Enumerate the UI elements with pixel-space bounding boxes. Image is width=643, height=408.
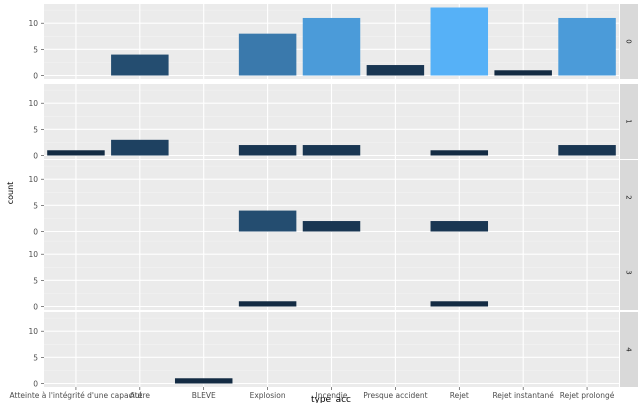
y-tick-label: 5: [33, 353, 38, 362]
bar: [494, 70, 552, 76]
y-tick-label: 10: [28, 327, 38, 336]
bar: [430, 301, 489, 307]
x-tick-label: Rejet: [450, 391, 469, 400]
y-tick-label: 0: [33, 380, 38, 389]
y-tick-label: 10: [28, 250, 38, 259]
bar: [111, 139, 169, 156]
bar: [430, 221, 489, 232]
bar: [111, 54, 169, 76]
y-tick-label: 5: [33, 201, 38, 210]
facet-strip-label: 4: [625, 347, 633, 352]
bar: [430, 7, 489, 76]
x-tick-label: Presque accident: [363, 391, 427, 400]
bar: [238, 145, 297, 156]
y-tick-label: 0: [33, 228, 38, 237]
x-axis-label: type_acc: [311, 395, 351, 403]
y-tick-label: 5: [33, 125, 38, 134]
bar: [558, 17, 616, 76]
y-tick-label: 0: [33, 72, 38, 81]
facet-strip: [620, 4, 638, 79]
bar: [238, 210, 297, 232]
facet-strip-label: 3: [625, 270, 633, 274]
y-tick-label: 10: [28, 175, 38, 184]
y-tick-label: 5: [33, 45, 38, 54]
bar: [238, 301, 297, 307]
y-tick-label: 10: [28, 99, 38, 108]
y-tick-label: 10: [28, 19, 38, 28]
facet-strip: [620, 312, 638, 387]
bar: [174, 378, 233, 384]
y-tick-label: 5: [33, 276, 38, 285]
facet-strip: [620, 84, 638, 159]
bar: [302, 221, 361, 232]
bar: [366, 65, 425, 76]
x-tick-label: BLEVE: [192, 391, 216, 400]
bar: [302, 17, 361, 76]
x-tick-label: Rejet instantané: [492, 391, 554, 400]
facet-strip: [620, 160, 638, 235]
y-tick-label: 0: [33, 303, 38, 312]
bar: [238, 33, 297, 76]
facet-strip-label: 0: [625, 39, 633, 43]
bar: [302, 145, 361, 156]
bar: [430, 150, 489, 156]
x-tick-label: Explosion: [250, 391, 286, 400]
x-tick-label: Incendie: [316, 391, 348, 400]
y-tick-label: 0: [33, 152, 38, 161]
bar: [47, 150, 105, 156]
bar: [558, 145, 616, 156]
facet-strip: [620, 235, 638, 310]
x-tick-label: Autre: [130, 391, 151, 400]
y-axis-label: count: [6, 182, 15, 205]
facet-strip-label: 2: [625, 195, 633, 199]
x-tick-label: Rejet prolongé: [560, 391, 615, 400]
x-tick-label: Atteinte à l'intégrité d'une capacité: [10, 391, 143, 400]
facet-strip-label: 1: [625, 119, 633, 123]
